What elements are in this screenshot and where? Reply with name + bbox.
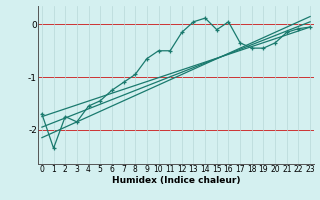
X-axis label: Humidex (Indice chaleur): Humidex (Indice chaleur) bbox=[112, 176, 240, 185]
